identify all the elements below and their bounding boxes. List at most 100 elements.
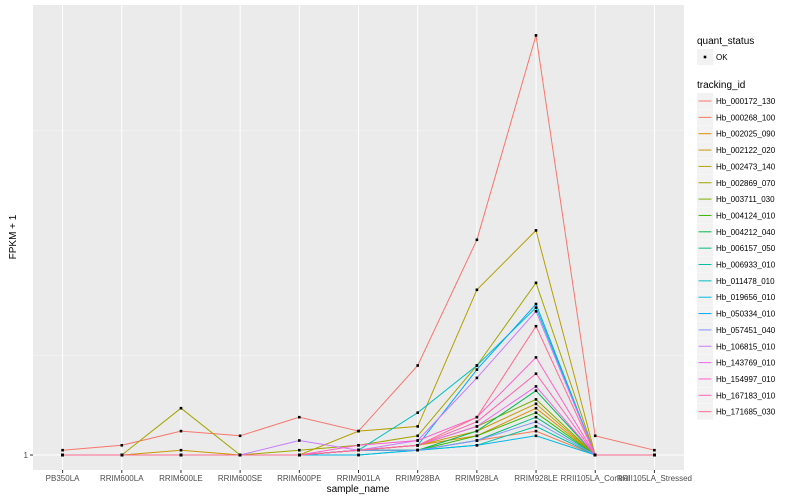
x-axis: PB350LA RRIM600LA RRIM600LE RRIM600SE RRIM60… — [46, 470, 692, 483]
data-point — [298, 448, 301, 452]
legend-series-label: Hb_057451_040 — [716, 326, 776, 335]
data-point — [534, 385, 538, 388]
data-point — [534, 324, 538, 328]
legend-series-label: Hb_006933_010 — [716, 261, 776, 270]
data-point — [61, 448, 64, 452]
x-tick-label: RRII105LA_Control — [561, 474, 631, 483]
y-axis-title: FPKM + 1 — [8, 214, 19, 259]
data-point — [179, 453, 183, 457]
legend-series-label: Hb_143769_010 — [716, 359, 776, 368]
legend-series-label: Hb_167183_010 — [716, 391, 776, 400]
data-point — [534, 402, 538, 406]
data-point — [357, 453, 360, 457]
x-tick-label: RRIM928LE — [514, 474, 558, 483]
data-point — [357, 444, 360, 447]
data-point — [475, 368, 479, 371]
legend-series-label: Hb_000172_130 — [716, 97, 776, 106]
legend-series-label: Hb_002869_070 — [716, 179, 776, 188]
legend-series-label: Hb_171685_030 — [716, 408, 776, 417]
data-point — [475, 444, 479, 447]
points — [61, 34, 656, 457]
legend: quant_status OK tracking_id Hb_000172_13… — [697, 36, 776, 420]
legend-status-items: OK — [697, 49, 728, 65]
data-point — [416, 448, 419, 452]
data-point — [475, 425, 479, 428]
legend-series-label: Hb_003711_030 — [716, 195, 775, 204]
data-point — [357, 448, 360, 452]
data-point — [534, 302, 538, 306]
data-point — [475, 429, 479, 433]
data-point — [120, 444, 124, 447]
x-tick-label: RRIM901LA — [337, 474, 381, 483]
data-point — [534, 398, 538, 401]
legend-series-label: Hb_019656_010 — [716, 293, 776, 302]
data-point — [534, 281, 538, 285]
data-point — [534, 372, 538, 375]
data-point — [593, 434, 597, 438]
y-axis: 1 — [24, 451, 33, 460]
data-point — [179, 429, 183, 433]
legend-series-label: Hb_004124_010 — [716, 211, 776, 220]
data-point — [534, 420, 538, 424]
legend-status-label: OK — [716, 53, 728, 62]
data-point — [475, 420, 479, 424]
data-point — [534, 429, 538, 433]
legend-series-label: Hb_002025_090 — [716, 130, 776, 139]
legend-series-title: tracking_id — [697, 80, 745, 91]
legend-series-label: Hb_000268_100 — [716, 113, 776, 122]
data-point — [534, 356, 538, 359]
legend-series-items: Hb_000172_130 Hb_000268_100 Hb_002025_090 H… — [697, 93, 776, 420]
legend-series-label: Hb_004212_040 — [716, 228, 776, 237]
legend-series-label: Hb_011478_010 — [716, 277, 775, 286]
data-point — [298, 453, 301, 457]
data-point — [357, 429, 360, 433]
data-point — [416, 439, 419, 442]
data-point — [179, 448, 183, 452]
legend-status-title: quant_status — [697, 36, 754, 47]
legend-series-label: Hb_154997_010 — [716, 375, 776, 384]
data-point — [475, 439, 479, 442]
legend-point-key — [703, 55, 707, 59]
data-point — [534, 306, 538, 309]
y-tick-label: 1 — [24, 451, 29, 460]
x-tick-label: RRIM600LA — [100, 474, 144, 483]
data-point — [475, 288, 479, 292]
data-point — [593, 453, 597, 457]
x-axis-title: sample_name — [327, 484, 390, 495]
data-point — [534, 34, 538, 37]
legend-series-label: Hb_050334_010 — [716, 310, 776, 319]
legend-series-label: Hb_002473_140 — [716, 162, 776, 171]
data-point — [179, 406, 183, 410]
data-point — [475, 434, 479, 438]
data-point — [475, 364, 479, 367]
data-point — [416, 434, 419, 438]
data-point — [298, 415, 301, 419]
data-point — [534, 310, 538, 313]
data-point — [534, 406, 538, 410]
legend-series-label: Hb_106815_010 — [716, 342, 776, 351]
data-point — [61, 453, 64, 457]
data-point — [416, 425, 419, 428]
data-point — [534, 229, 538, 232]
x-tick-label: RRIM600PE — [277, 474, 321, 483]
data-point — [534, 389, 538, 392]
x-tick-label: RRIM600LE — [159, 474, 203, 483]
data-point — [534, 415, 538, 419]
data-point — [120, 453, 124, 457]
data-point — [534, 425, 538, 428]
data-point — [475, 238, 479, 242]
legend-series-label: Hb_002122_020 — [716, 146, 776, 155]
data-point — [298, 439, 301, 442]
x-tick-label: RRIM928LA — [455, 474, 499, 483]
data-point — [534, 411, 538, 414]
data-point — [475, 415, 479, 419]
data-point — [416, 411, 419, 414]
data-point — [238, 434, 242, 438]
data-point — [238, 453, 242, 457]
x-tick-label: PB350LA — [46, 474, 80, 483]
data-point — [416, 364, 419, 367]
data-point — [653, 453, 656, 457]
x-tick-label: RRIM928BA — [395, 474, 440, 483]
x-tick-label: RRII105LA_Stressed — [617, 474, 692, 483]
